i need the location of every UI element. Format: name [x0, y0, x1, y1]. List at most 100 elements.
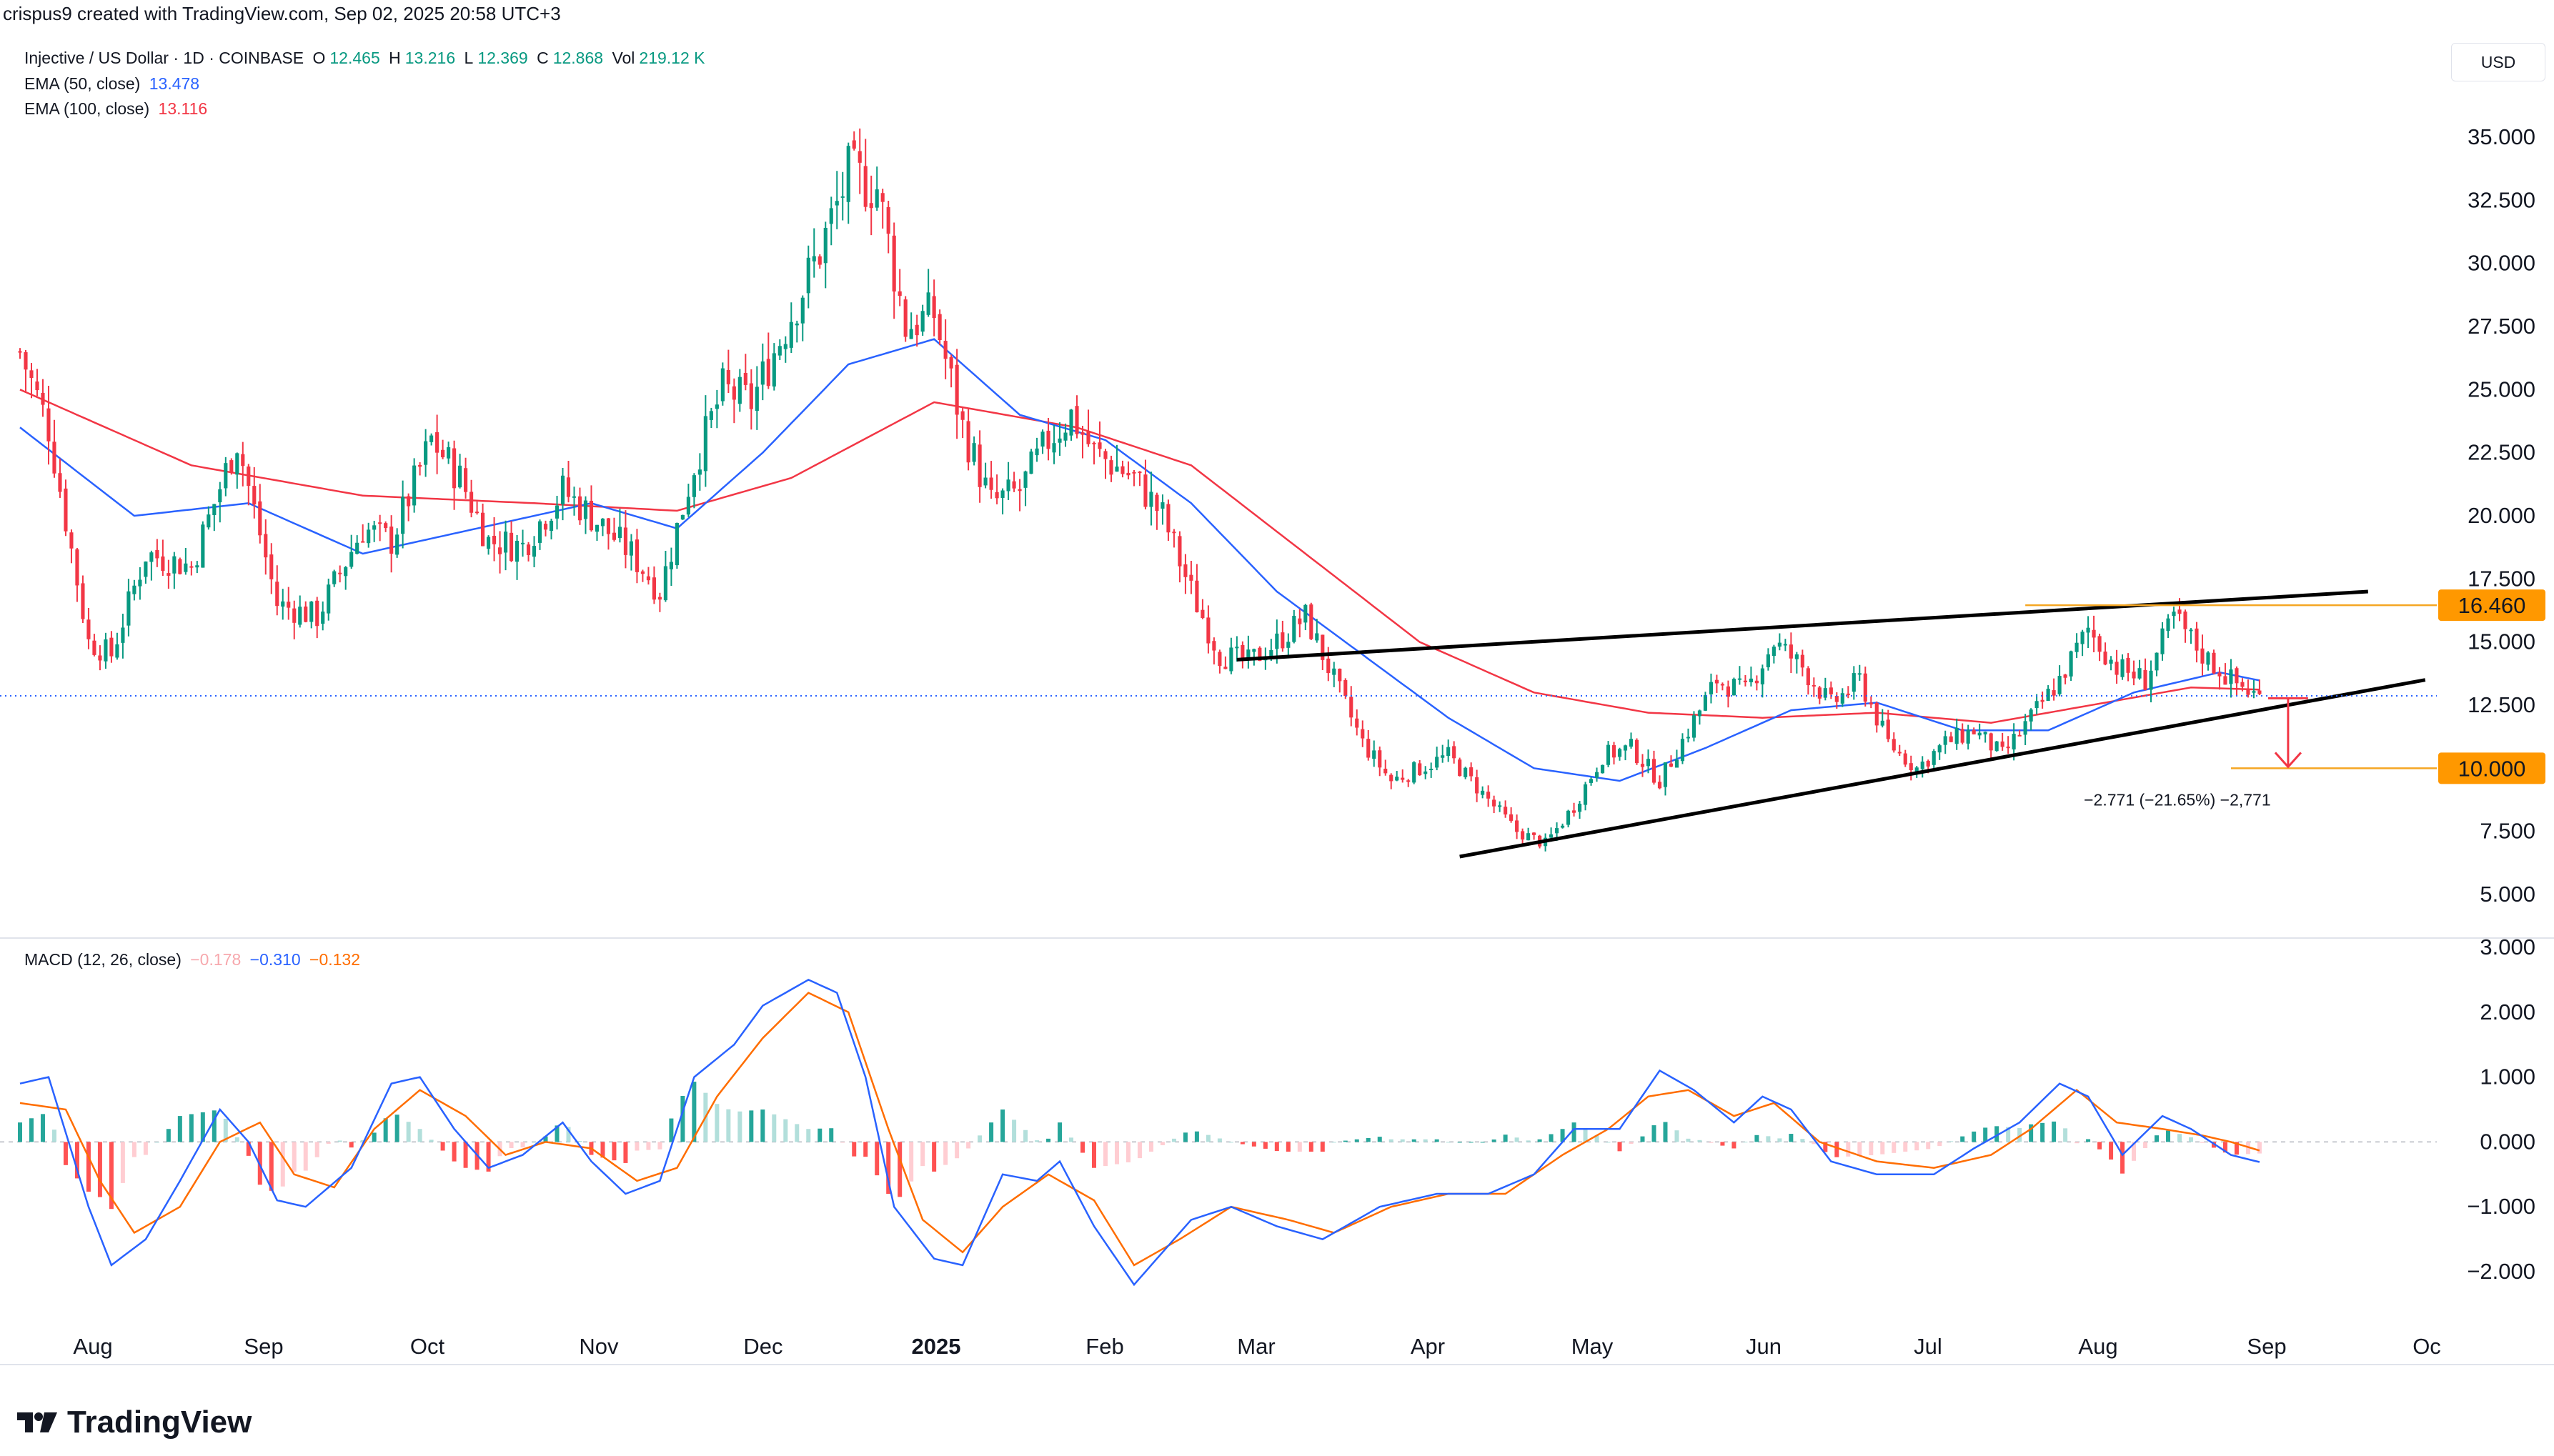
candle-body [1481, 790, 1485, 795]
candle-body [2160, 628, 2165, 654]
ema50-legend[interactable]: EMA (50, close) 13.478 [24, 74, 204, 94]
candle-body [1623, 745, 1628, 751]
candle-body [2212, 652, 2216, 674]
candle-body [1372, 750, 1376, 759]
candle-body [1794, 654, 1799, 659]
macd-histogram-bar [1308, 1142, 1313, 1152]
candle-body [75, 549, 79, 586]
level-label-16.460: 16.460 [2458, 593, 2526, 618]
macd-layer [0, 979, 2437, 1287]
macd-tick-label: 1.000 [2480, 1064, 2535, 1089]
candle-body [2149, 670, 2153, 690]
candle-body [121, 627, 125, 643]
candle-body [909, 329, 913, 339]
candle-body [823, 227, 828, 264]
candle-body [1435, 757, 1439, 768]
candle-body [1086, 431, 1090, 444]
ema100-legend[interactable]: EMA (100, close) 13.116 [24, 99, 212, 119]
candle-body [595, 524, 600, 532]
macd-histogram-bar [1023, 1130, 1028, 1142]
time-tick-label: Nov [579, 1334, 619, 1359]
candle-body [1378, 750, 1382, 768]
candle-body [338, 572, 342, 574]
candle-body [1515, 820, 1519, 832]
candle-body [98, 655, 102, 661]
candle-body [235, 453, 239, 475]
tradingview-brand[interactable]: TradingView [16, 1405, 252, 1440]
candle-body [806, 257, 810, 294]
macd-histogram-bar [1800, 1139, 1805, 1142]
candle-body [1943, 736, 1947, 745]
candle-body [126, 591, 131, 626]
time-tick-label: Sep [2247, 1334, 2286, 1359]
macd-histogram-bar [1560, 1129, 1565, 1142]
macd-histogram-bar [623, 1142, 628, 1163]
candle-body [858, 151, 862, 163]
candle-body [1052, 443, 1056, 453]
candle-body [989, 477, 993, 490]
candle-body [1206, 617, 1211, 644]
macd-legend[interactable]: MACD (12, 26, close) −0.178 −0.310 −0.13… [24, 950, 364, 969]
candle-body [201, 524, 205, 568]
candle-body [1092, 442, 1096, 444]
price-tick-label: 35.000 [2468, 124, 2535, 149]
candle-body [1852, 673, 1856, 692]
macd-histogram-bar [2086, 1139, 2091, 1142]
candle-body [697, 469, 702, 475]
time-tick-label: Apr [1411, 1334, 1445, 1359]
candle-body [1303, 604, 1308, 623]
candle-body [1315, 633, 1319, 641]
macd-histogram-bar [749, 1110, 754, 1142]
candle-body [1846, 693, 1850, 695]
candle-body [2155, 652, 2159, 671]
macd-histogram-bar [1846, 1142, 1851, 1157]
candle-body [663, 566, 667, 601]
macd-histogram-bar [669, 1118, 674, 1142]
macd-histogram-bar [943, 1142, 948, 1165]
candle-body [737, 377, 742, 404]
ema100-layer [19, 389, 2260, 724]
macd-histogram-bar [1537, 1139, 1542, 1142]
pane-borders [0, 937, 2554, 1365]
currency-button[interactable]: USD [2451, 43, 2545, 81]
candle-body [1629, 739, 1634, 747]
volume-value: 219.12 K [639, 49, 705, 67]
candle-body [1720, 684, 1724, 686]
macd-histogram-bar [1789, 1134, 1794, 1142]
candle-body [104, 639, 108, 662]
open-value: 12.465 [329, 49, 380, 67]
candle-body [1040, 432, 1045, 447]
macd-histogram-bar [18, 1122, 22, 1142]
candle-body [652, 577, 656, 600]
candle-body [1589, 779, 1594, 783]
candle-body [2172, 612, 2176, 617]
macd-histogram-bar [2257, 1142, 2262, 1154]
candle-body [1201, 609, 1205, 618]
macd-signal-line [19, 992, 2260, 1267]
macd-histogram-bar [920, 1142, 925, 1167]
macd-histogram-bar [2052, 1121, 2057, 1142]
candle-body [1663, 762, 1668, 787]
candle-body [2086, 627, 2090, 633]
macd-histogram-bar [486, 1142, 491, 1172]
macd-histogram-bar [337, 1140, 342, 1142]
macd-histogram-bar [1503, 1135, 1508, 1142]
candle-body [18, 351, 22, 353]
symbol-name[interactable]: Injective / US Dollar · 1D · COINBASE [24, 49, 304, 67]
candle-body [1800, 654, 1804, 668]
candle-body [840, 196, 845, 198]
measure-arrow-icon [2274, 752, 2302, 769]
macd-histogram-bar [417, 1129, 422, 1142]
candle-body [846, 146, 850, 202]
candle-body [1726, 686, 1730, 697]
candle-body [1069, 409, 1073, 436]
time-tick-label: Mar [1237, 1334, 1275, 1359]
candle-body [1640, 764, 1645, 767]
candles-layer [18, 128, 2262, 852]
candle-body [24, 351, 28, 370]
candle-body [1749, 678, 1753, 682]
candle-body [1166, 504, 1171, 533]
candle-body [2074, 642, 2079, 652]
candle-body [1023, 471, 1028, 488]
